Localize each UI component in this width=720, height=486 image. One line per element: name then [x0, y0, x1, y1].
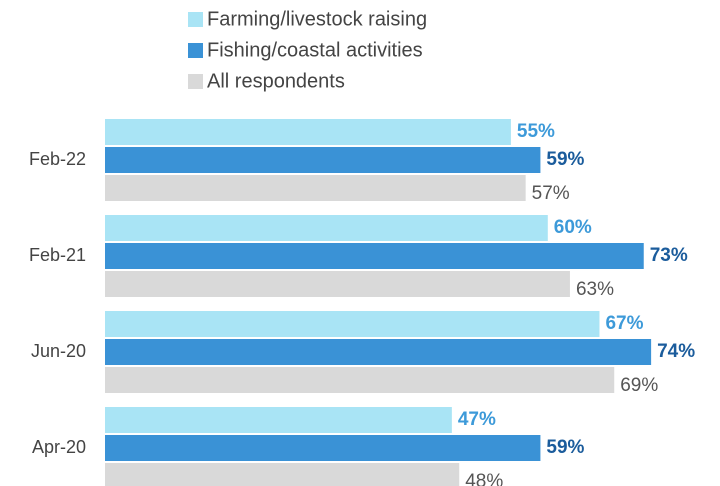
value-label: 59%: [546, 149, 584, 170]
value-label: 59%: [546, 437, 584, 458]
bar: [105, 463, 460, 486]
value-label: 55%: [517, 121, 555, 142]
value-label: 74%: [657, 341, 695, 362]
bar: [105, 147, 541, 173]
bar: [105, 435, 541, 461]
legend-label: Fishing/coastal activities: [207, 39, 423, 61]
bar: [105, 367, 615, 393]
legend-label: Farming/livestock raising: [207, 8, 427, 30]
value-label: 63%: [576, 279, 614, 300]
bar: [105, 175, 526, 201]
bar: [105, 215, 548, 241]
legend-swatch: [188, 12, 203, 27]
value-label: 69%: [620, 375, 658, 396]
bar: [105, 339, 652, 365]
legend-label: All respondents: [207, 70, 345, 92]
value-label: 57%: [532, 183, 570, 204]
category-label: Apr-20: [32, 437, 86, 457]
value-label: 47%: [458, 409, 496, 430]
legend-swatch: [188, 74, 203, 89]
value-label: 60%: [554, 217, 592, 238]
value-label: 73%: [650, 245, 688, 266]
category-label: Feb-21: [29, 245, 86, 265]
category-label: Feb-22: [29, 149, 86, 169]
bar: [105, 311, 600, 337]
category-label: Jun-20: [31, 341, 86, 361]
bar: [105, 119, 511, 145]
bar: [105, 243, 644, 269]
bar: [105, 271, 570, 297]
legend-swatch: [188, 43, 203, 58]
bar: [105, 407, 452, 433]
value-label: 48%: [465, 471, 503, 486]
value-label: 67%: [605, 313, 643, 334]
